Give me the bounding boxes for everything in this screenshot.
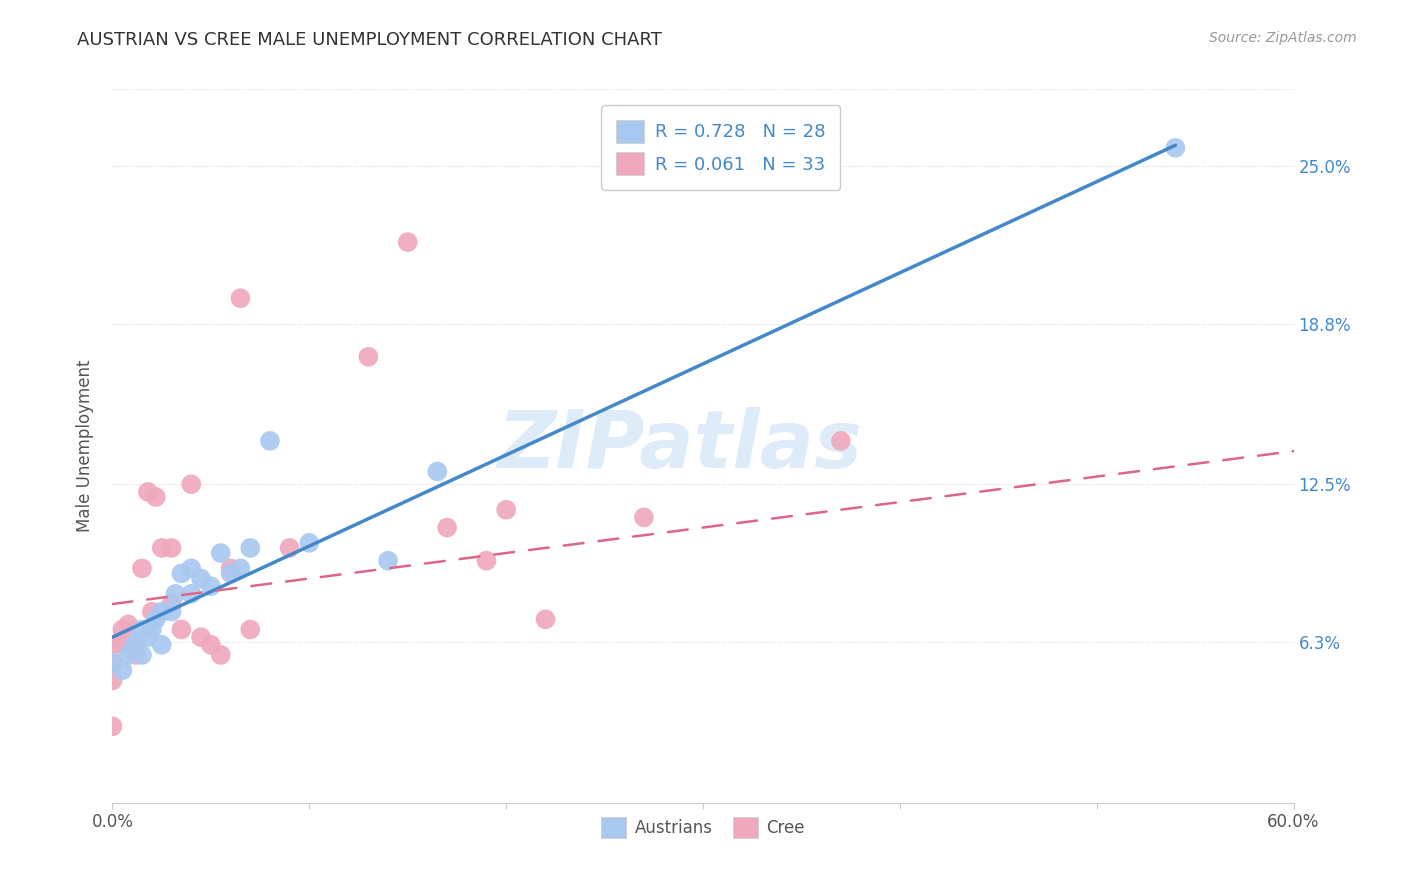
- Text: ZIPatlas: ZIPatlas: [496, 407, 862, 485]
- Point: [170, 566, 193, 581]
- Point: [475, 554, 498, 568]
- Point: [101, 638, 124, 652]
- Point: [145, 612, 167, 626]
- Point: [101, 673, 124, 688]
- Point: [125, 648, 148, 662]
- Point: [377, 554, 399, 568]
- Point: [145, 490, 167, 504]
- Point: [121, 643, 143, 657]
- Point: [160, 541, 183, 555]
- Point: [534, 612, 557, 626]
- Point: [131, 623, 153, 637]
- Legend: Austrians, Cree: Austrians, Cree: [595, 811, 811, 845]
- Point: [200, 579, 222, 593]
- Point: [278, 541, 301, 555]
- Point: [136, 630, 159, 644]
- Point: [200, 638, 222, 652]
- Point: [229, 561, 252, 575]
- Point: [170, 623, 193, 637]
- Point: [117, 617, 139, 632]
- Point: [125, 635, 148, 649]
- Point: [209, 546, 232, 560]
- Point: [160, 597, 183, 611]
- Point: [436, 520, 458, 534]
- Point: [131, 648, 153, 662]
- Text: AUSTRIAN VS CREE MALE UNEMPLOYMENT CORRELATION CHART: AUSTRIAN VS CREE MALE UNEMPLOYMENT CORRE…: [77, 31, 662, 49]
- Point: [229, 291, 252, 305]
- Y-axis label: Male Unemployment: Male Unemployment: [76, 359, 94, 533]
- Point: [357, 350, 380, 364]
- Point: [131, 561, 153, 575]
- Point: [298, 536, 321, 550]
- Point: [160, 605, 183, 619]
- Point: [150, 638, 173, 652]
- Point: [239, 623, 262, 637]
- Point: [141, 605, 163, 619]
- Point: [150, 541, 173, 555]
- Point: [165, 587, 187, 601]
- Point: [633, 510, 655, 524]
- Point: [219, 561, 242, 575]
- Text: Source: ZipAtlas.com: Source: ZipAtlas.com: [1209, 31, 1357, 45]
- Point: [180, 477, 202, 491]
- Point: [141, 623, 163, 637]
- Point: [111, 623, 134, 637]
- Point: [180, 587, 202, 601]
- Point: [190, 572, 212, 586]
- Point: [1164, 141, 1187, 155]
- Point: [111, 663, 134, 677]
- Point: [219, 566, 242, 581]
- Point: [259, 434, 281, 448]
- Point: [150, 605, 173, 619]
- Point: [190, 630, 212, 644]
- Point: [101, 656, 124, 670]
- Point: [239, 541, 262, 555]
- Point: [209, 648, 232, 662]
- Point: [396, 235, 419, 249]
- Point: [426, 465, 449, 479]
- Point: [111, 638, 134, 652]
- Point: [830, 434, 852, 448]
- Point: [101, 656, 124, 670]
- Point: [136, 484, 159, 499]
- Point: [121, 638, 143, 652]
- Point: [101, 719, 124, 733]
- Point: [180, 561, 202, 575]
- Point: [495, 502, 517, 516]
- Point: [117, 648, 139, 662]
